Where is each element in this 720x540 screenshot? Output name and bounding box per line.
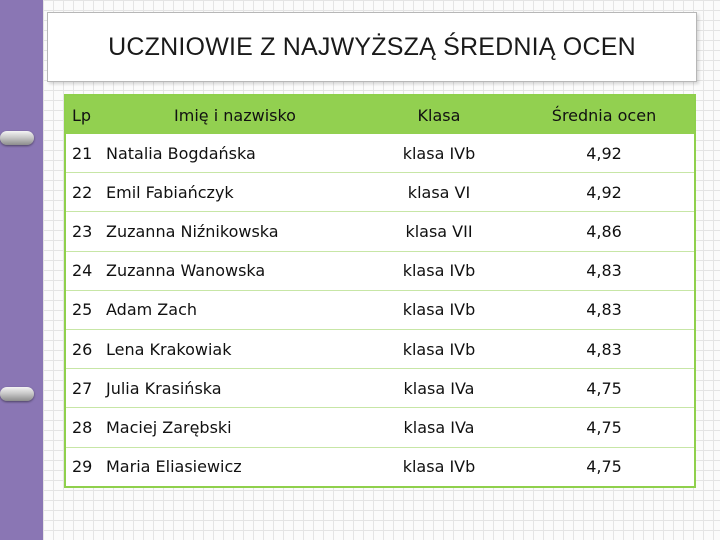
cell-average: 4,86	[514, 211, 694, 252]
cell-lp: 22	[66, 172, 106, 213]
cell-class: klasa VI	[364, 172, 514, 213]
cell-lp: 24	[66, 251, 106, 291]
cell-lp: 21	[66, 134, 106, 174]
cell-lp: 25	[66, 290, 106, 330]
title-box: UCZNIOWIE Z NAJWYŻSZĄ ŚREDNIĄ OCEN	[47, 12, 697, 82]
cell-class: klasa IVb	[364, 251, 514, 291]
cell-average: 4,83	[514, 251, 694, 291]
cell-average: 4,83	[514, 290, 694, 330]
cell-class: klasa IVb	[364, 134, 514, 174]
binder-ring-icon	[0, 131, 34, 145]
cell-average: 4,92	[514, 134, 694, 174]
table-row: 29 Maria Eliasiewicz klasa IVb 4,75	[66, 447, 694, 486]
cell-name: Emil Fabiańczyk	[106, 172, 364, 213]
table-row: 23 Zuzanna Niźnikowska klasa VII 4,86	[66, 211, 694, 252]
side-strip	[0, 0, 43, 540]
table-row: 28 Maciej Zarębski klasa IVa 4,75	[66, 407, 694, 448]
table-row: 25 Adam Zach klasa IVb 4,83	[66, 290, 694, 330]
cell-class: klasa IVb	[402, 457, 476, 477]
page-title: UCZNIOWIE Z NAJWYŻSZĄ ŚREDNIĄ OCEN	[108, 32, 636, 61]
cell-name: Maria Eliasiewicz	[106, 457, 242, 477]
cell-lp: 23	[66, 211, 106, 252]
cell-lp: 27	[66, 368, 106, 409]
cell-lp: 28	[66, 407, 106, 448]
cell-average: 4,83	[514, 329, 694, 370]
header-class: Klasa	[364, 96, 514, 134]
cell-average: 4,75	[586, 457, 622, 477]
header-name: Imię i nazwisko	[106, 96, 364, 134]
students-table: Lp Imię i nazwisko Klasa Średnia ocen 21…	[64, 94, 696, 488]
cell-name: Adam Zach	[106, 290, 364, 330]
table-row: 26 Lena Krakowiak klasa IVb 4,83	[66, 329, 694, 370]
cell-lp: 29	[72, 457, 93, 477]
cell-class: klasa VII	[364, 211, 514, 252]
cell-name: Natalia Bogdańska	[106, 134, 364, 174]
cell-average: 4,75	[514, 407, 694, 448]
cell-name: Lena Krakowiak	[106, 329, 364, 370]
cell-class: klasa IVa	[364, 368, 514, 409]
cell-name: Maciej Zarębski	[106, 407, 364, 448]
cell-name: Zuzanna Niźnikowska	[106, 211, 364, 252]
cell-name: Zuzanna Wanowska	[106, 251, 364, 291]
students-table-grid: Lp Imię i nazwisko Klasa Średnia ocen 21…	[66, 96, 694, 486]
cell-class: klasa IVa	[364, 407, 514, 448]
binder-ring-icon	[0, 387, 34, 401]
header-lp: Lp	[66, 96, 106, 134]
header-average: Średnia ocen	[514, 96, 694, 134]
cell-name: Julia Krasińska	[106, 368, 364, 409]
table-row: 22 Emil Fabiańczyk klasa VI 4,92	[66, 172, 694, 213]
table-header-row: Lp Imię i nazwisko Klasa Średnia ocen	[66, 96, 694, 134]
cell-average: 4,75	[514, 368, 694, 409]
cell-class: klasa IVb	[364, 329, 514, 370]
table-row: 24 Zuzanna Wanowska klasa IVb 4,83	[66, 251, 694, 291]
table-row: 27 Julia Krasińska klasa IVa 4,75	[66, 368, 694, 409]
cell-average: 4,92	[514, 172, 694, 213]
cell-lp: 26	[66, 329, 106, 370]
cell-class: klasa IVb	[364, 290, 514, 330]
table-row: 21 Natalia Bogdańska klasa IVb 4,92	[66, 134, 694, 174]
